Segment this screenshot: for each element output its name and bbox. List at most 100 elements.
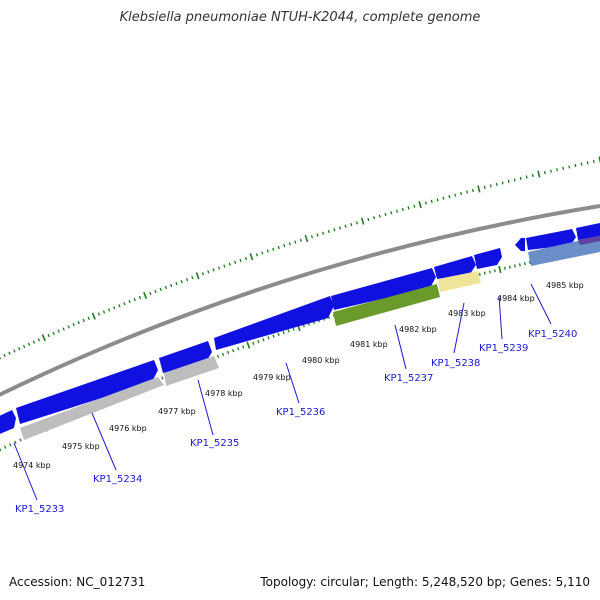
minor-tick [478, 272, 481, 277]
minor-tick [221, 352, 225, 357]
major-tick [246, 341, 251, 349]
minor-tick [531, 173, 534, 178]
cds-feature[interactable] [515, 238, 525, 251]
minor-tick [355, 221, 359, 225]
minor-tick [562, 166, 565, 170]
minor-tick [592, 159, 595, 163]
minor-tick [292, 327, 295, 331]
minor-tick [508, 265, 511, 269]
minor-tick [123, 302, 126, 306]
leader-line [394, 324, 407, 370]
gene-label[interactable]: KP1_5234 [93, 474, 142, 485]
pseudogene-feature[interactable] [164, 356, 219, 386]
minor-tick [228, 262, 231, 266]
minor-tick [442, 196, 445, 200]
scale-label: 4974 kbp [13, 461, 51, 470]
minor-tick [149, 291, 152, 296]
scale-label: 4975 kbp [62, 442, 100, 451]
gene-label[interactable]: KP1_5239 [479, 343, 528, 354]
rrna-feature[interactable] [333, 284, 440, 326]
major-tick [418, 201, 422, 209]
major-tick [304, 234, 309, 243]
second-track-features [20, 236, 600, 440]
minor-tick [37, 338, 41, 342]
leader-line [91, 412, 117, 471]
minor-tick [164, 285, 168, 290]
major-tick [537, 170, 541, 178]
pseudogene-feature[interactable] [20, 377, 164, 440]
leader-line [453, 302, 465, 354]
minor-tick [234, 260, 237, 264]
scale-label: 4983 kbp [448, 309, 486, 318]
gene-label[interactable]: KP1_5240 [528, 329, 577, 340]
minor-tick [493, 269, 496, 273]
minor-tick [277, 332, 280, 337]
minor-tick [525, 175, 528, 179]
minor-tick [287, 329, 290, 333]
minor-tick [277, 245, 280, 250]
minor-tick [261, 251, 264, 255]
minor-tick [97, 312, 101, 316]
genome-backbone [0, 204, 600, 397]
minor-tick [255, 253, 258, 257]
minor-tick [47, 333, 50, 338]
gene-label[interactable]: KP1_5235 [190, 438, 239, 449]
forward-strand-features [0, 223, 600, 436]
minor-tick [242, 345, 245, 349]
minor-tick [580, 162, 583, 166]
minor-tick [471, 188, 474, 193]
misc-feature[interactable] [438, 271, 481, 292]
minor-tick [217, 266, 221, 270]
cds-feature[interactable] [576, 223, 600, 240]
minor-tick [201, 272, 205, 276]
minor-tick [9, 443, 12, 447]
minor-tick [102, 310, 106, 314]
minor-tick [495, 182, 498, 186]
major-tick [143, 291, 148, 300]
minor-tick [378, 214, 381, 218]
minor-tick [13, 349, 16, 353]
minor-tick [232, 349, 235, 353]
gene-label[interactable]: KP1_5237 [384, 373, 433, 384]
minor-tick [207, 270, 210, 274]
minor-tick [267, 336, 270, 340]
minor-tick [401, 207, 404, 212]
minor-tick [22, 344, 26, 349]
minor-tick [549, 169, 552, 173]
minor-tick [159, 287, 162, 292]
minor-tick [333, 228, 336, 232]
minor-tick [413, 204, 416, 208]
minor-tick [19, 438, 22, 442]
minor-tick [513, 178, 516, 182]
minor-tick [372, 216, 376, 220]
minor-tick [257, 339, 260, 344]
minor-tick [454, 193, 457, 197]
cds-feature[interactable] [0, 410, 16, 436]
minor-tick [0, 447, 2, 452]
purple-feature[interactable] [578, 236, 600, 245]
cds-feature[interactable] [434, 256, 476, 279]
cds-feature[interactable] [474, 248, 502, 269]
gene-label[interactable]: KP1_5233 [15, 504, 64, 515]
minor-tick [57, 329, 60, 333]
minor-tick [27, 342, 31, 346]
minor-tick [113, 306, 116, 310]
minor-tick [528, 260, 531, 265]
minor-tick [288, 242, 291, 246]
map-title: Klebsiella pneumoniae NTUH-K2044, comple… [119, 10, 481, 25]
minor-tick [518, 263, 521, 267]
minor-tick [52, 331, 55, 335]
cds-feature[interactable] [16, 360, 158, 424]
cds-feature[interactable] [214, 296, 334, 350]
minor-tick [77, 320, 80, 325]
cds-feature[interactable] [331, 268, 436, 310]
major-tick [477, 185, 481, 193]
gene-label[interactable]: KP1_5238 [431, 358, 480, 369]
gene-label[interactable]: KP1_5236 [276, 407, 325, 418]
minor-tick [344, 224, 347, 228]
minor-tick [501, 181, 504, 185]
minor-tick [316, 233, 319, 237]
cds-feature[interactable] [159, 341, 212, 373]
minor-tick [430, 199, 433, 204]
